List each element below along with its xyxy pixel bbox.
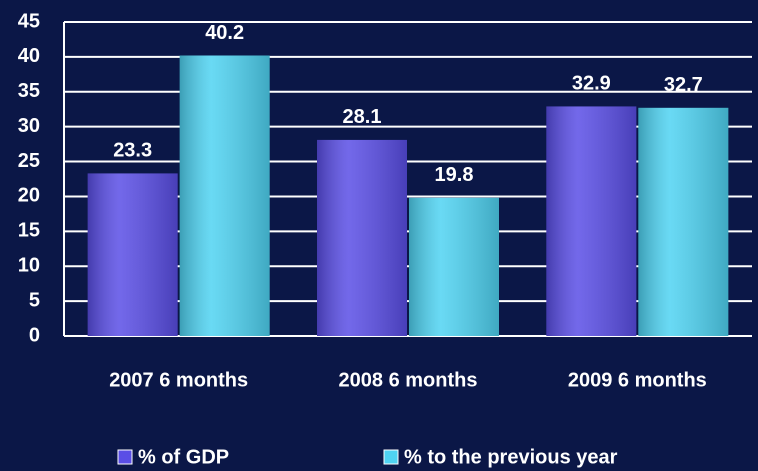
y-tick-label: 40 [18,45,40,67]
bar-shade [409,197,499,336]
x-tick-label: 2008 6 months [339,369,478,391]
bar-shade [317,139,407,336]
data-label: 23.3 [113,140,152,162]
legend-marker [117,449,133,465]
data-label: 40.2 [205,22,244,44]
y-tick-label: 45 [18,10,40,32]
legend-label: % to the previous year [404,446,618,468]
y-tick-label: 30 [18,115,40,137]
x-tick-label: 2007 6 months [109,369,248,391]
y-tick-label: 35 [18,80,40,102]
bar-shade [87,173,178,336]
bar-shade [179,55,270,336]
bar-shade [638,107,729,337]
y-tick-label: 15 [18,220,40,242]
data-label: 32.7 [664,74,703,96]
data-label: 32.9 [572,73,611,95]
y-tick-label: 20 [18,185,40,207]
bar-shade [546,106,637,336]
legend-label: % of GDP [138,446,229,468]
y-tick-label: 25 [18,150,40,172]
y-tick-label: 0 [29,324,40,346]
legend-marker [383,449,399,465]
data-label: 28.1 [343,106,382,128]
y-tick-label: 5 [29,289,40,311]
y-tick-label: 10 [18,255,40,277]
data-label: 19.8 [435,164,474,186]
x-tick-label: 2009 6 months [568,369,707,391]
